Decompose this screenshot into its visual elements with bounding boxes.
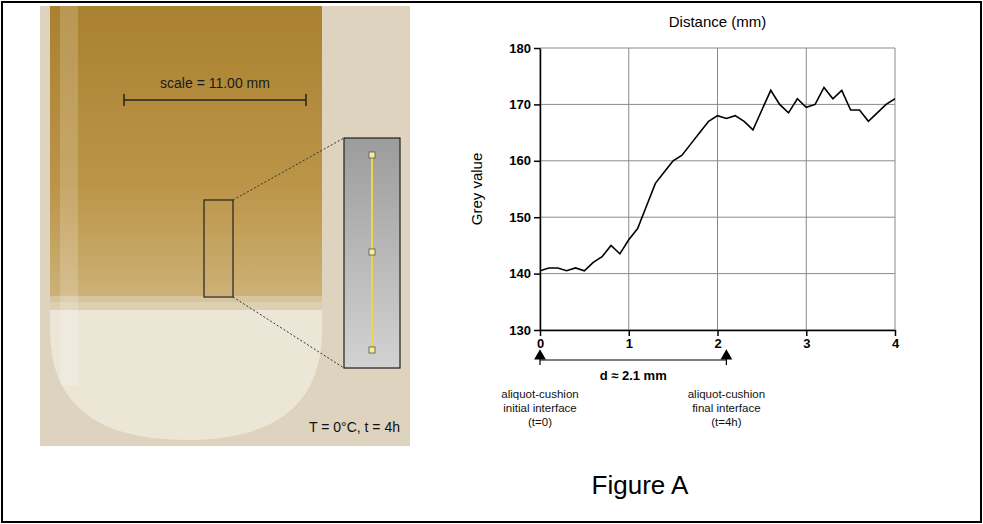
y-axis-tick-mark [534,48,540,50]
grid-line-x [717,48,718,330]
canvas: scale = 11.00 mmT = 0°C, t = 4h130140150… [0,0,983,524]
caption: Figure A [592,470,689,500]
scale-end [123,94,125,106]
grid-line-x [540,48,541,330]
zoom-line [233,297,344,368]
zoom-line [233,138,344,200]
aliquot-layer [40,6,330,302]
profile-handle [369,347,375,353]
annotation-marker [720,349,732,359]
annotation-marker [534,349,546,359]
y-axis-tick: 130 [509,323,540,338]
plot-area [540,87,895,270]
grid-line-x [628,48,629,330]
x-axis-tick-mark [895,330,897,336]
tube-contents [40,6,330,386]
figure: scale = 11.00 mmT = 0°C, t = 4h130140150… [0,0,983,524]
y-axis-tick-mark [534,217,540,219]
annotation-label: (t=0) [528,416,552,428]
x-axis-tick: 1 [626,330,633,351]
y-axis-tick-label: 140 [509,266,531,281]
annotation: aliquot-cushion initial interface (t=0) [501,349,578,428]
y-axis-tick: 150 [509,210,540,225]
y-axis-tick: 180 [509,41,540,56]
interval: d ≈ 2.1 mm [540,355,726,383]
annotation-label: aliquot-cushion [501,388,578,400]
grid [540,48,895,330]
selection-box [204,200,233,297]
x-axis-tick-label: 4 [892,336,900,351]
x-axis-tick-mark [629,330,631,336]
annotation-label: final interface [692,402,760,414]
annotation-label: (t=4h) [711,416,742,428]
x-axis-tick: 0 [537,330,544,351]
profile-handle [369,249,375,255]
photo: scale = 11.00 mm T = 0°C, t = 4h [40,6,410,446]
grid-line-x [895,48,896,330]
y-axis-tick-mark [534,273,540,275]
annotation-label: aliquot-cushion [688,388,765,400]
y-axis-tick-label: 170 [509,97,531,112]
y-axis-tick-mark [534,104,540,106]
y-axis-title: Grey value [468,153,485,226]
interval-line [540,359,726,360]
y-axis: 130 140 150 160 170 180 [509,41,540,338]
x-axis-tick: 2 [714,330,721,351]
frame [2,2,981,522]
y-axis-tick-label: 130 [509,323,531,338]
chart-title: Distance (mm) [669,13,767,30]
x-axis-tick-mark [540,330,542,336]
y-axis-tick: 160 [509,153,540,168]
interface-band [40,296,330,310]
scale-bar: scale = 11.00 mm [124,75,306,106]
scale-line [124,99,306,101]
x-axis: 0 1 2 3 4 [537,330,900,351]
y-axis-tick-mark [534,330,540,332]
x-axis-tick-mark [806,330,808,336]
photo-background [40,6,410,446]
y-axis-tick: 170 [509,97,540,112]
x-axis-tick-label: 0 [537,336,544,351]
inset [344,138,400,368]
x-axis-tick-mark [717,330,719,336]
y-axis-tick: 140 [509,266,540,281]
annotation: aliquot-cushion final interface (t=4h) [688,349,765,428]
scale-end [305,94,307,106]
profile-handle [369,152,375,158]
x-axis-tick-label: 1 [626,336,633,351]
tube-highlight [60,6,78,386]
condition-label: T = 0°C, t = 4h [309,419,400,435]
grid-line-x [806,48,807,330]
annotation-label: initial interface [503,402,577,414]
y-axis-tick-label: 160 [509,153,531,168]
scale-label: scale = 11.00 mm [160,75,270,91]
x-axis-tick-label: 2 [714,336,721,351]
x-axis-tick-label: 3 [803,336,810,351]
y-axis-line [540,49,542,331]
y-axis-tick-mark [534,161,540,163]
chart: 130 140 150 160 170 180 0 1 2 3 4 Distance (mm) Grey… [468,13,900,428]
x-axis-tick: 4 [892,330,900,351]
y-axis-tick-label: 150 [509,210,531,225]
x-axis-tick: 3 [803,330,810,351]
interval-label: d ≈ 2.1 mm [600,368,667,383]
data-line [540,87,895,270]
y-axis-tick-label: 180 [509,41,531,56]
